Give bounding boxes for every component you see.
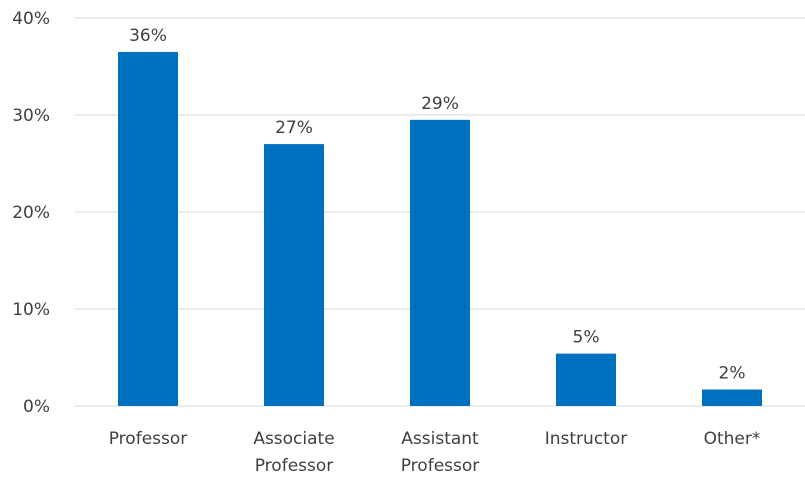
- bar: [702, 389, 762, 406]
- y-tick-label: 40%: [12, 9, 50, 29]
- data-label: 36%: [129, 26, 167, 46]
- x-category-label: Assistant: [401, 429, 479, 449]
- x-category-label: Professor: [401, 456, 480, 476]
- bar: [264, 144, 324, 406]
- x-category-label: Professor: [109, 429, 188, 449]
- data-labels: 36% 27% 29% 5% 2%: [129, 26, 745, 384]
- bar: [118, 51, 178, 406]
- y-tick-label: 10%: [12, 300, 50, 320]
- data-label: 2%: [719, 364, 746, 384]
- y-axis-tick-labels: 0% 10% 20% 30% 40%: [12, 9, 50, 417]
- bar: [556, 353, 616, 406]
- y-tick-label: 30%: [12, 106, 50, 126]
- x-axis-category-labels: Professor Associate Professor Assistant Prof…: [109, 429, 761, 476]
- x-category-label: Professor: [255, 456, 334, 476]
- bar: [410, 119, 470, 406]
- y-tick-label: 20%: [12, 203, 50, 223]
- x-category-label: Instructor: [545, 429, 627, 449]
- x-category-label: Other*: [704, 429, 761, 449]
- bars: [118, 51, 762, 406]
- data-label: 27%: [275, 118, 313, 138]
- data-label: 5%: [573, 328, 600, 348]
- data-label: 29%: [421, 94, 459, 114]
- x-category-label: Associate: [253, 429, 334, 449]
- y-tick-label: 0%: [23, 397, 50, 417]
